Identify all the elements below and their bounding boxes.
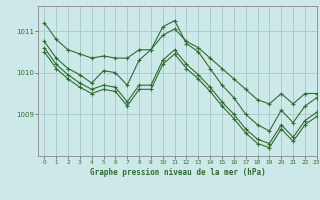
X-axis label: Graphe pression niveau de la mer (hPa): Graphe pression niveau de la mer (hPa) — [90, 168, 266, 177]
